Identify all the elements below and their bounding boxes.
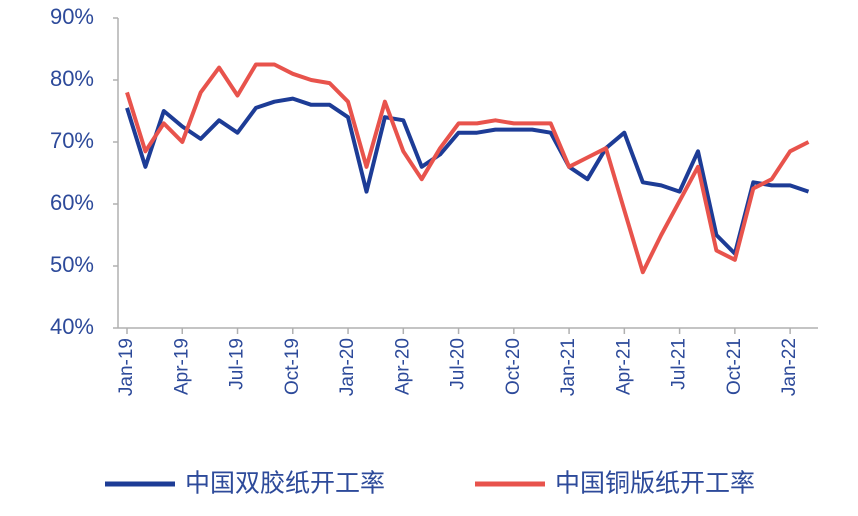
x-tick-label: Apr-19 [171, 338, 192, 395]
x-tick-label: Jul-20 [448, 338, 469, 390]
x-tick-label: Jul-21 [669, 338, 690, 390]
x-tick-label: Jan-20 [337, 338, 358, 396]
x-tick-label: Oct-19 [282, 338, 303, 395]
x-tick-label: Jan-22 [779, 338, 800, 396]
legend-label: 中国双胶纸开工率 [185, 470, 385, 498]
x-tick-label: Oct-20 [503, 338, 524, 395]
series-line [125, 96, 810, 256]
y-tick-label: 70% [50, 128, 94, 153]
y-tick-label: 40% [50, 314, 94, 339]
x-tick-label: Jul-19 [227, 338, 248, 390]
y-tick-label: 80% [50, 66, 94, 91]
x-tick-label: Oct-21 [724, 338, 745, 395]
y-tick-label: 60% [50, 190, 94, 215]
x-tick-label: Jan-21 [558, 338, 579, 396]
legend-label: 中国铜版纸开工率 [555, 470, 755, 498]
series-line [125, 62, 810, 275]
x-tick-label: Jan-19 [116, 338, 137, 396]
x-tick-label: Apr-20 [392, 338, 413, 395]
y-tick-label: 50% [50, 252, 94, 277]
x-tick-label: Apr-21 [613, 338, 634, 395]
y-tick-label: 90% [50, 4, 94, 29]
